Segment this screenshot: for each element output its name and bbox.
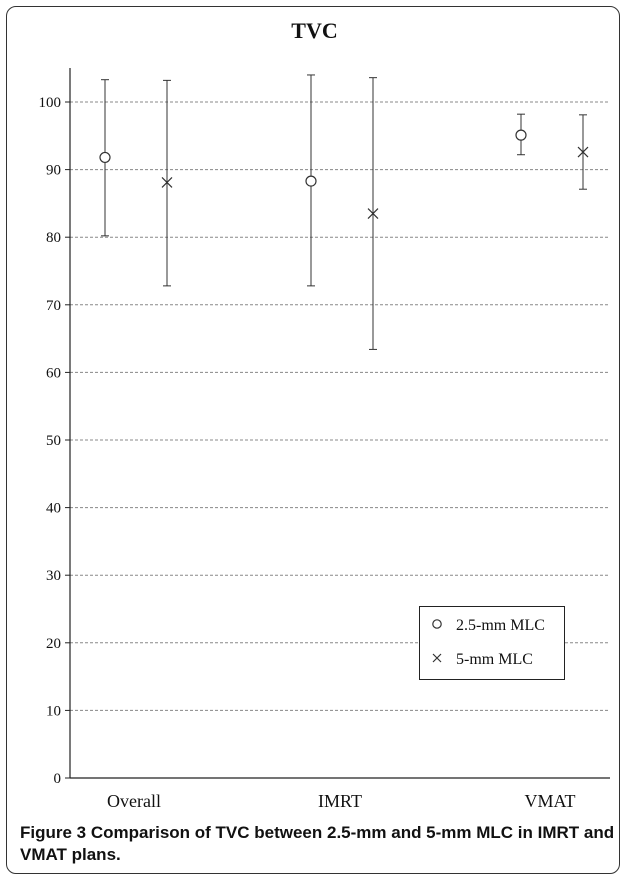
- data-point: [305, 175, 317, 187]
- y-tick-label: 10: [46, 703, 61, 719]
- y-tick-label: 100: [39, 95, 62, 111]
- x-tick-label: IMRT: [318, 791, 362, 811]
- legend-label: 5-mm MLC: [456, 651, 533, 668]
- y-tick-label: 70: [46, 298, 61, 314]
- data-point: [367, 208, 379, 219]
- y-tick-labels: 0 10 20 30 40 50 60 70 80 90 100: [39, 95, 62, 787]
- data-point-group: [99, 79, 111, 237]
- legend-item-series-1: 2.5-mm MLC: [430, 617, 545, 635]
- data-point: [577, 146, 589, 158]
- y-tick-label: 90: [46, 163, 61, 179]
- figure-caption: Figure 3 Comparison of TVC between 2.5-m…: [20, 822, 615, 866]
- legend: 2.5-mm MLC 5-mm MLC: [419, 606, 565, 680]
- y-tick-label: 20: [46, 636, 61, 652]
- y-tick-label: 30: [46, 568, 61, 584]
- data-point-group: [305, 74, 317, 287]
- x-tick-labels: Overall IMRT VMAT: [107, 791, 576, 811]
- y-tick-label: 0: [54, 771, 62, 787]
- x-marker-icon: [430, 651, 444, 669]
- caption-text: Comparison of TVC between 2.5-mm and 5-m…: [20, 823, 615, 864]
- caption-label: Figure 3: [20, 823, 87, 842]
- y-tick-label: 40: [46, 501, 61, 517]
- data-point: [161, 177, 173, 188]
- data-point-group: [161, 79, 173, 287]
- data-point-group: [577, 114, 589, 190]
- data-point: [99, 151, 111, 164]
- y-tick-label: 60: [46, 365, 61, 381]
- circle-marker-icon: [430, 617, 444, 635]
- data-series: [99, 74, 589, 350]
- data-point: [515, 129, 527, 141]
- y-tick-label: 80: [46, 230, 61, 246]
- legend-item-series-2: 5-mm MLC: [430, 651, 533, 669]
- legend-label: 2.5-mm MLC: [456, 617, 545, 634]
- y-tick-label: 50: [46, 433, 61, 449]
- data-point-group: [515, 113, 527, 156]
- chart-title: TVC: [291, 18, 338, 43]
- x-tick-label: VMAT: [524, 791, 575, 811]
- axes: [65, 68, 610, 779]
- data-point-group: [367, 77, 379, 350]
- x-tick-label: Overall: [107, 791, 161, 811]
- gridlines: [70, 101, 610, 711]
